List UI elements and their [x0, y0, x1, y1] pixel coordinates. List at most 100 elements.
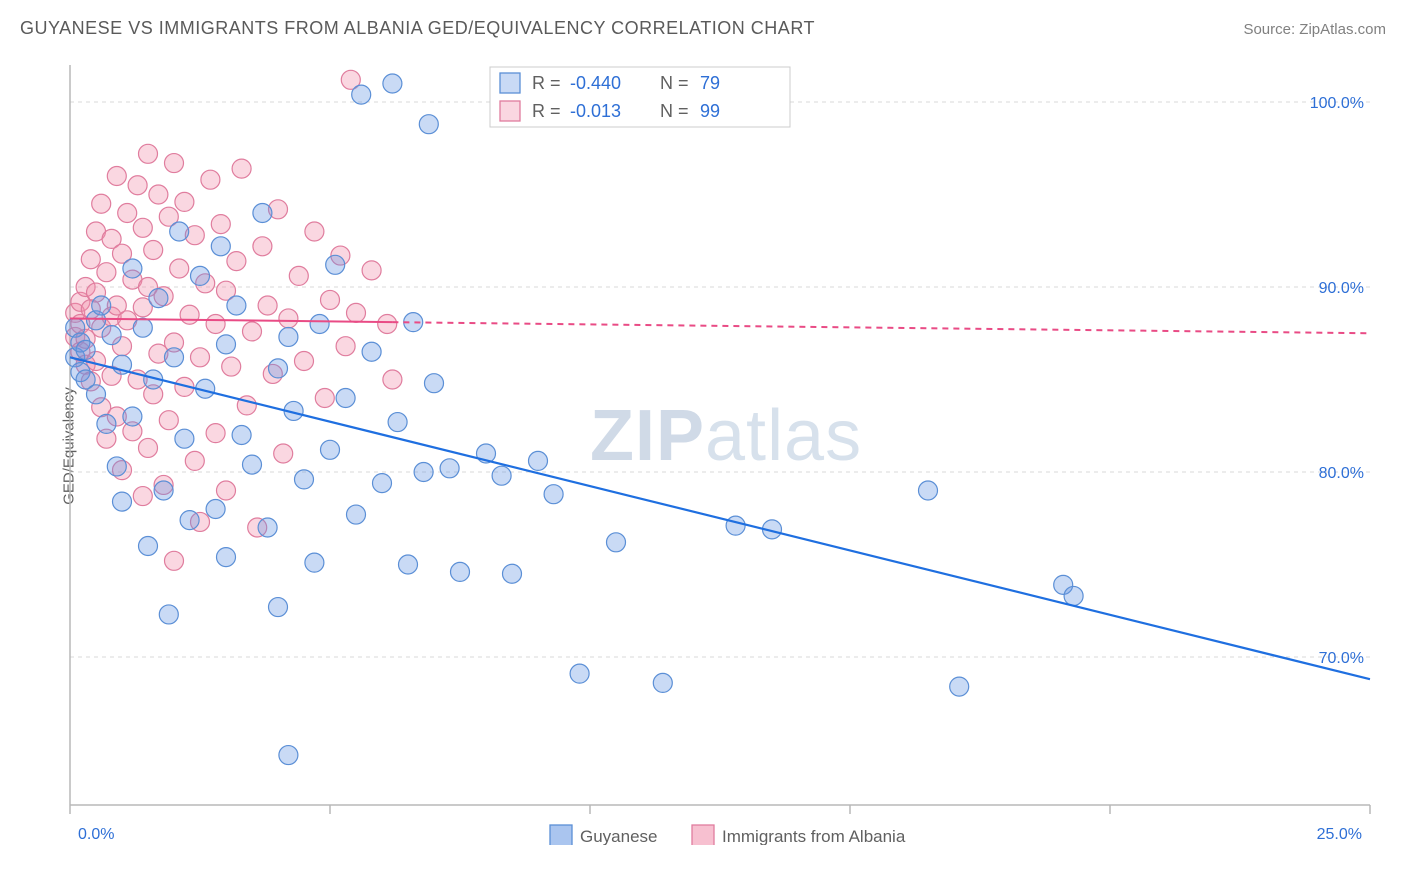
scatter-point	[92, 194, 111, 213]
legend-swatch	[500, 101, 520, 121]
scatter-point	[243, 322, 262, 341]
scatter-point	[107, 457, 126, 476]
scatter-point	[211, 215, 230, 234]
scatter-point	[87, 385, 106, 404]
scatter-point	[388, 413, 407, 432]
scatter-point	[305, 553, 324, 572]
chart-area: 70.0%80.0%90.0%100.0%0.0%25.0%R = -0.440…	[50, 55, 1390, 845]
scatter-point	[258, 296, 277, 315]
scatter-point	[217, 481, 236, 500]
svg-text:90.0%: 90.0%	[1319, 280, 1364, 297]
svg-text:99: 99	[700, 101, 720, 121]
legend-label: Immigrants from Albania	[722, 827, 906, 845]
scatter-point	[321, 290, 340, 309]
scatter-point	[165, 348, 184, 367]
scatter-point	[362, 342, 381, 361]
scatter-point	[149, 289, 168, 308]
svg-text:25.0%: 25.0%	[1317, 826, 1362, 843]
svg-text:70.0%: 70.0%	[1319, 650, 1364, 667]
scatter-point	[243, 455, 262, 474]
scatter-point	[1064, 586, 1083, 605]
scatter-point	[269, 359, 288, 378]
scatter-point	[217, 335, 236, 354]
scatter-point	[217, 548, 236, 567]
legend-swatch	[500, 73, 520, 93]
scatter-point	[227, 296, 246, 315]
scatter-point	[232, 159, 251, 178]
svg-text:80.0%: 80.0%	[1319, 465, 1364, 482]
svg-text:N =: N =	[660, 73, 689, 93]
scatter-point	[258, 518, 277, 537]
scatter-point	[399, 555, 418, 574]
scatter-point	[305, 222, 324, 241]
scatter-point	[726, 516, 745, 535]
scatter-point	[139, 537, 158, 556]
scatter-point	[274, 444, 293, 463]
scatter-point	[269, 598, 288, 617]
svg-text:0.0%: 0.0%	[78, 826, 114, 843]
svg-text:79: 79	[700, 73, 720, 93]
scatter-point	[211, 237, 230, 256]
scatter-point	[347, 303, 366, 322]
scatter-point	[352, 85, 371, 104]
legend-swatch	[550, 825, 572, 845]
scatter-point	[92, 296, 111, 315]
scatter-point	[425, 374, 444, 393]
scatter-point	[180, 305, 199, 324]
scatter-point	[336, 389, 355, 408]
scatter-point	[139, 144, 158, 163]
scatter-point	[201, 170, 220, 189]
scatter-point	[76, 340, 95, 359]
scatter-point	[279, 746, 298, 765]
scatter-point	[227, 252, 246, 271]
scatter-point	[165, 551, 184, 570]
scatter-point	[149, 185, 168, 204]
scatter-point	[133, 487, 152, 506]
scatter-point	[139, 438, 158, 457]
svg-text:R =: R =	[532, 101, 561, 121]
svg-text:N =: N =	[660, 101, 689, 121]
scatter-point	[113, 492, 132, 511]
scatter-point	[440, 459, 459, 478]
scatter-point	[336, 337, 355, 356]
scatter-point	[919, 481, 938, 500]
legend-label: Guyanese	[580, 827, 658, 845]
scatter-point	[326, 255, 345, 274]
scatter-point	[279, 309, 298, 328]
scatter-point	[347, 505, 366, 524]
scatter-point	[165, 154, 184, 173]
scatter-point	[289, 266, 308, 285]
scatter-point	[503, 564, 522, 583]
scatter-point	[315, 389, 334, 408]
scatter-point	[279, 327, 298, 346]
scatter-point	[253, 204, 272, 223]
scatter-point	[253, 237, 272, 256]
scatter-point	[159, 411, 178, 430]
svg-text:100.0%: 100.0%	[1310, 95, 1364, 112]
scatter-point	[133, 318, 152, 337]
scatter-point	[414, 463, 433, 482]
chart-title: GUYANESE VS IMMIGRANTS FROM ALBANIA GED/…	[20, 18, 815, 39]
scatter-point	[492, 466, 511, 485]
trend-line-extrapolated	[392, 322, 1370, 333]
scatter-point	[123, 407, 142, 426]
scatter-point	[653, 673, 672, 692]
scatter-point	[81, 250, 100, 269]
scatter-point	[133, 218, 152, 237]
scatter-point	[419, 115, 438, 134]
scatter-point	[206, 500, 225, 519]
scatter-point	[102, 326, 121, 345]
scatter-point	[107, 167, 126, 186]
scatter-point	[570, 664, 589, 683]
scatter-point	[180, 511, 199, 530]
scatter-point	[118, 204, 137, 223]
scatter-point	[232, 426, 251, 445]
scatter-point	[383, 370, 402, 389]
scatter-point	[185, 451, 204, 470]
scatter-point	[206, 424, 225, 443]
scatter-point	[206, 315, 225, 334]
scatter-point	[607, 533, 626, 552]
scatter-point	[295, 352, 314, 371]
scatter-point	[310, 315, 329, 334]
scatter-point	[383, 74, 402, 93]
